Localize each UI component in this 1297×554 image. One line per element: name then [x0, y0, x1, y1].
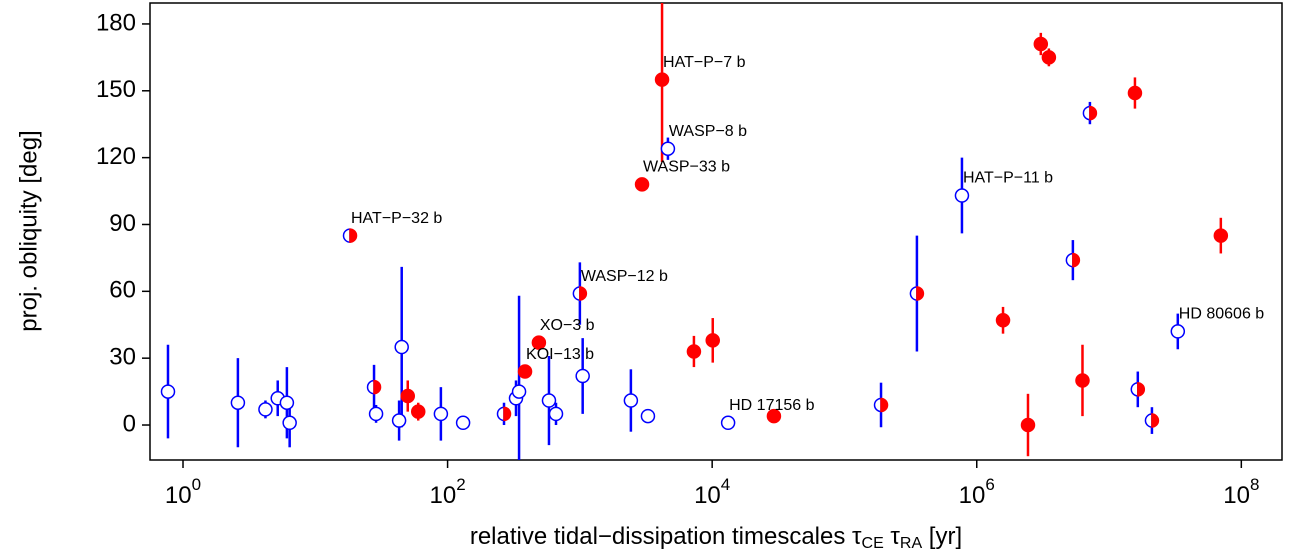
point — [541, 393, 557, 408]
point-left-half — [1082, 105, 1091, 121]
point — [517, 364, 533, 379]
point — [258, 402, 273, 417]
point-left-half — [572, 286, 581, 301]
y-tick-label: 0 — [123, 410, 136, 437]
point — [1075, 373, 1090, 388]
point — [575, 368, 590, 384]
point-label: HAT−P−7 b — [663, 54, 746, 71]
point-left-half — [873, 397, 882, 413]
point-right-half — [1072, 252, 1081, 268]
point-label: WASP−33 b — [643, 159, 730, 176]
point — [391, 413, 407, 428]
point — [705, 333, 720, 348]
x-tick-label: 108 — [1223, 475, 1259, 509]
x-tick-label: 102 — [429, 475, 465, 509]
point-label: XO−3 b — [540, 317, 595, 334]
point-left-half — [366, 379, 375, 395]
x-tick-label: 106 — [959, 475, 995, 509]
point — [766, 408, 782, 424]
point-label: WASP−12 b — [581, 268, 668, 285]
point-left-half — [1144, 413, 1153, 428]
point-right-half — [880, 397, 889, 413]
point — [410, 404, 426, 419]
point — [654, 72, 670, 87]
y-tick-label: 90 — [109, 210, 136, 237]
point — [282, 415, 297, 431]
point — [455, 415, 471, 431]
point — [548, 406, 564, 422]
point — [433, 406, 449, 422]
point — [954, 188, 970, 203]
point — [531, 335, 547, 350]
point-right-half — [349, 228, 358, 243]
point — [660, 141, 676, 156]
y-tick-label: 60 — [109, 277, 136, 304]
point-label: KOI−13 b — [526, 346, 594, 363]
x-tick-label: 104 — [694, 475, 730, 509]
plot-area — [160, 3, 1229, 460]
point-right-half — [1151, 413, 1160, 428]
point-left-half — [909, 286, 918, 301]
point-right-half — [503, 406, 512, 422]
point — [640, 408, 656, 424]
point — [279, 395, 295, 410]
y-tick-label: 120 — [96, 143, 136, 170]
point — [400, 388, 416, 404]
y-tick-label: 30 — [109, 344, 136, 371]
point — [623, 393, 639, 408]
point — [1213, 228, 1229, 243]
point — [230, 395, 246, 410]
y-tick-label: 150 — [96, 76, 136, 103]
point-label: HAT−P−11 b — [963, 170, 1053, 187]
point — [394, 339, 409, 355]
point-label: HAT−P−32 b — [351, 210, 442, 227]
point-label: HD 80606 b — [1179, 306, 1264, 323]
point-right-half — [916, 286, 925, 301]
point-left-half — [1130, 382, 1139, 397]
point-right-half — [579, 286, 588, 301]
point — [634, 177, 650, 192]
point-label: WASP−8 b — [669, 123, 747, 140]
point — [1041, 50, 1057, 65]
point-label: HD 17156 b — [729, 397, 814, 414]
x-tick-label: 100 — [165, 475, 201, 509]
point — [1127, 85, 1143, 101]
plot-frame — [149, 2, 1283, 461]
point — [720, 415, 736, 431]
point-left-half — [342, 228, 351, 243]
point — [511, 384, 527, 399]
point — [1170, 324, 1186, 339]
point-left-half — [496, 406, 505, 422]
point-left-half — [1065, 252, 1074, 268]
point — [368, 406, 384, 422]
y-tick-label: 180 — [96, 9, 136, 36]
y-axis-label: proj. obliquity [deg] — [15, 130, 42, 331]
point-right-half — [1137, 382, 1146, 397]
point-right-half — [1089, 105, 1098, 121]
x-axis-label: relative tidal−dissipation timescales τC… — [470, 523, 962, 552]
point — [1020, 417, 1036, 433]
point — [686, 344, 702, 359]
point-right-half — [373, 379, 382, 395]
point — [1033, 36, 1049, 52]
point — [160, 384, 176, 399]
point — [995, 313, 1011, 328]
